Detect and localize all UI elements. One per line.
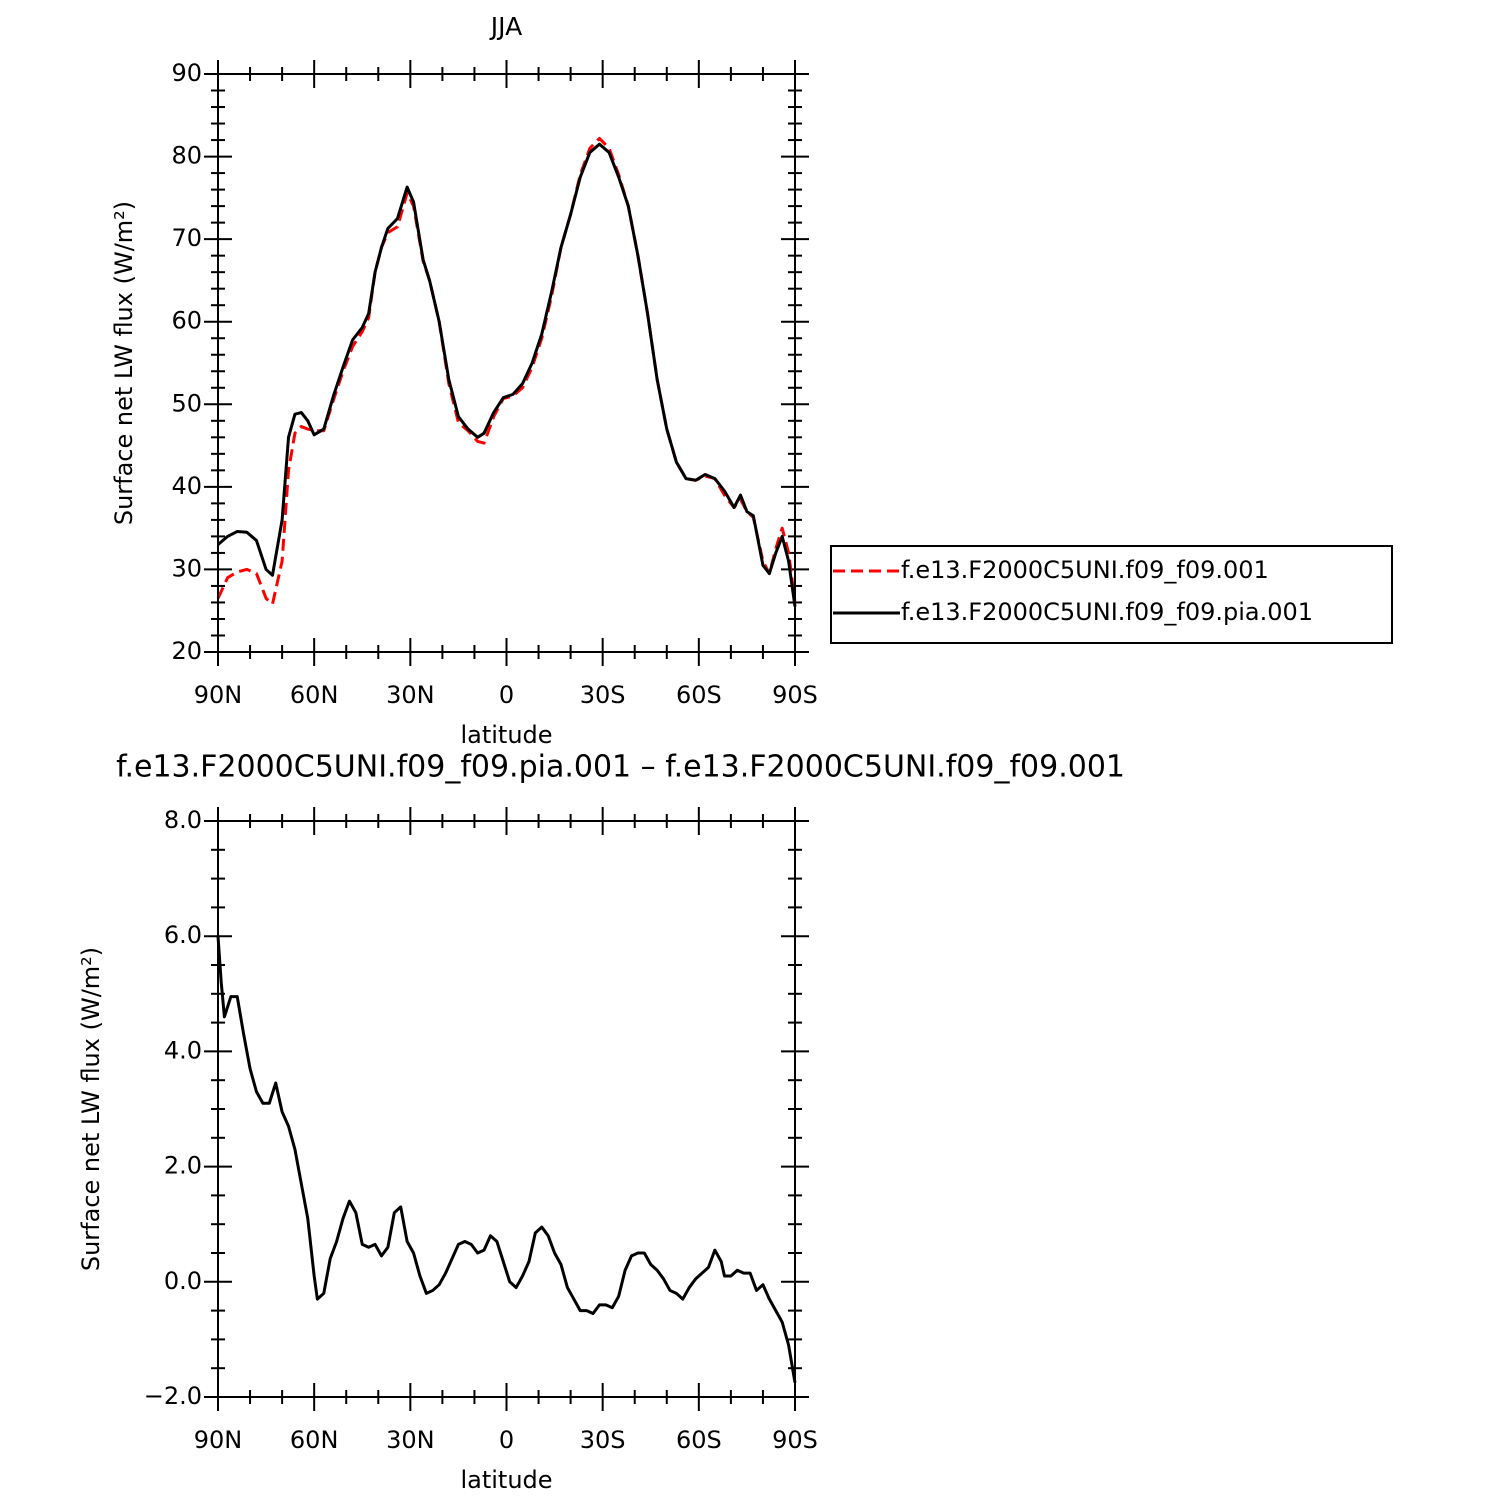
y-tick-label: 30 (171, 554, 202, 582)
y-tick-label: −2.0 (144, 1382, 202, 1410)
x-axis-label: latitude (460, 721, 552, 749)
x-tick-label: 0 (499, 681, 514, 709)
x-tick-label: 90N (194, 681, 243, 709)
line-series (217, 142, 797, 607)
y-tick-label: 70 (171, 224, 202, 252)
line-series (216, 136, 797, 606)
y-axis-label: Surface net LW flux (W/m²) (110, 201, 138, 525)
y-tick-label: 50 (171, 389, 202, 417)
x-axis-label: latitude (460, 1466, 552, 1494)
chart-title: JJA (489, 12, 522, 41)
y-tick-label: 8.0 (164, 806, 202, 834)
y-tick-label: 2.0 (164, 1152, 202, 1180)
x-tick-label: 90N (194, 1426, 243, 1454)
y-tick-label: 90 (171, 59, 202, 87)
x-tick-label: 30S (580, 1426, 626, 1454)
plot-frame (217, 73, 796, 653)
x-tick-label: 90S (772, 681, 818, 709)
line-series (216, 936, 797, 1383)
y-tick-label: 40 (171, 472, 202, 500)
x-tick-label: 60S (676, 681, 722, 709)
x-tick-label: 30N (386, 1426, 435, 1454)
legend-box (830, 545, 1393, 644)
y-tick-label: 6.0 (164, 921, 202, 949)
plot-frame (217, 820, 796, 1398)
x-tick-label: 90S (772, 1426, 818, 1454)
x-tick-label: 30N (386, 681, 435, 709)
y-tick-label: 20 (171, 637, 202, 665)
x-tick-label: 60N (290, 681, 339, 709)
legend-label: f.e13.F2000C5UNI.f09_f09.pia.001 (901, 598, 1313, 626)
y-tick-label: 4.0 (164, 1036, 202, 1064)
x-tick-label: 60N (290, 1426, 339, 1454)
y-tick-label: 60 (171, 307, 202, 335)
y-axis-label: Surface net LW flux (W/m²) (77, 947, 105, 1271)
legend-label: f.e13.F2000C5UNI.f09_f09.001 (901, 556, 1269, 584)
y-tick-label: 0.0 (164, 1267, 202, 1295)
chart-title: f.e13.F2000C5UNI.f09_f09.pia.001 – f.e13… (116, 750, 1125, 785)
legend: f.e13.F2000C5UNI.f09_f09.001 f.e13.F2000C… (830, 545, 1393, 644)
x-tick-label: 60S (676, 1426, 722, 1454)
x-tick-label: 30S (580, 681, 626, 709)
x-tick-label: 0 (499, 1426, 514, 1454)
y-tick-label: 80 (171, 142, 202, 170)
